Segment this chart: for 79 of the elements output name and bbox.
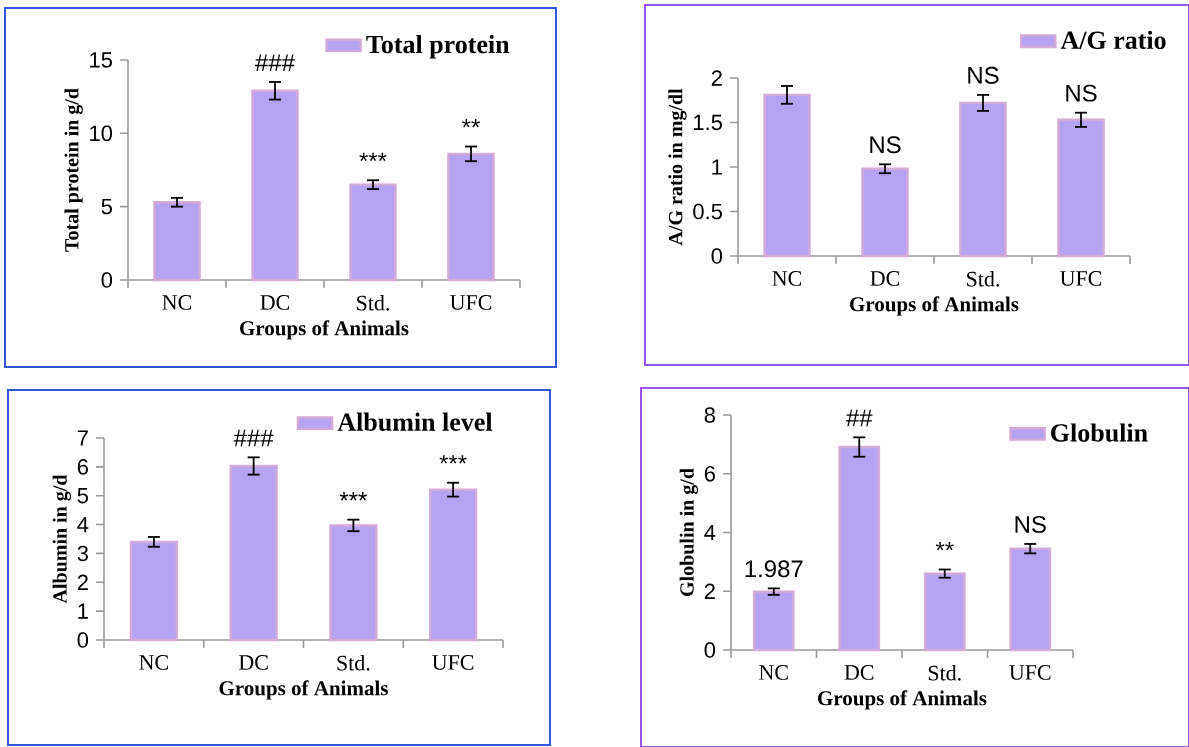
- x-tick-label: UFC: [1009, 665, 1051, 680]
- y-axis-title: A/G ratio in mg/dl: [668, 88, 687, 246]
- y-tick-label: 2: [704, 583, 715, 599]
- annotation: NS: [1015, 515, 1046, 533]
- bar: [428, 488, 478, 642]
- legend-label: Globulin: [1051, 423, 1148, 442]
- y-tick-label: 1.5: [694, 114, 722, 131]
- x-tick-label: NC: [759, 665, 788, 680]
- annotation: ##: [846, 409, 873, 427]
- legend-label: A/G ratio: [1060, 30, 1166, 50]
- y-tick-label: 5: [77, 488, 88, 504]
- bar: [229, 464, 278, 642]
- legend-label: Total protein: [366, 34, 510, 59]
- y-tick-label: 6: [704, 465, 715, 482]
- x-tick-label: UFC: [1060, 271, 1102, 286]
- bar: [153, 201, 201, 282]
- x-tick-label: UFC: [450, 295, 492, 310]
- bar: [763, 93, 811, 258]
- y-tick-label: 5: [101, 198, 112, 215]
- bar: [959, 101, 1007, 258]
- y-tick-label: 2: [711, 70, 722, 86]
- y-tick-label: 6: [77, 459, 88, 475]
- bar: [251, 89, 299, 282]
- x-axis-title: Groups of Animals: [240, 320, 409, 340]
- y-tick-label: 3: [77, 545, 88, 562]
- x-tick-label: Std.: [357, 295, 389, 311]
- x-axis-title: Groups of Animals: [850, 296, 1019, 316]
- annotation: ***: [439, 455, 467, 464]
- x-axis-title: Groups of Animals: [219, 680, 388, 700]
- y-tick-label: 15: [90, 52, 112, 68]
- annotation: ***: [339, 492, 368, 501]
- y-tick-label: 1: [78, 603, 88, 619]
- bar: [923, 572, 966, 652]
- x-tick-label: Std.: [967, 271, 999, 287]
- bar: [349, 183, 397, 282]
- data-label: 1.987: [745, 560, 803, 578]
- y-tick-label: 0: [77, 632, 89, 648]
- bar: [838, 445, 881, 652]
- x-tick-label: DC: [238, 655, 268, 670]
- y-tick-label: 4: [704, 524, 716, 541]
- annotation: NS: [1066, 84, 1097, 102]
- y-axis-title: Albumin in g/d: [52, 474, 71, 604]
- annotation: **: [935, 541, 954, 551]
- bar: [1009, 547, 1052, 652]
- x-tick-label: DC: [870, 271, 900, 286]
- annotation: NS: [968, 66, 999, 84]
- y-tick-label: 1: [712, 159, 722, 175]
- x-tick-label: DC: [844, 665, 874, 680]
- y-axis-title: Total protein in g/d: [64, 88, 83, 252]
- y-tick-label: 7: [77, 430, 88, 446]
- bar: [129, 540, 179, 642]
- x-tick-label: NC: [139, 655, 168, 670]
- annotation: ###: [233, 429, 274, 447]
- y-tick-label: 8: [704, 407, 715, 423]
- y-tick-label: 10: [90, 125, 113, 142]
- bar: [752, 590, 795, 652]
- x-tick-label: NC: [772, 271, 802, 286]
- y-tick-label: 0: [704, 642, 716, 658]
- bar: [861, 167, 909, 258]
- legend-label: Albumin level: [337, 412, 493, 431]
- y-axis-title: Globulin in g/d: [679, 468, 698, 596]
- x-tick-label: Std.: [928, 665, 961, 681]
- y-tick-label: 4: [77, 517, 89, 533]
- x-axis-title: Groups of Animals: [818, 690, 987, 710]
- y-tick-label: 0: [101, 272, 113, 288]
- x-tick-label: UFC: [432, 655, 474, 670]
- y-tick-label: 0: [711, 248, 723, 264]
- annotation: ***: [359, 152, 387, 162]
- bar: [329, 524, 378, 642]
- y-tick-label: 2: [77, 574, 88, 590]
- bar: [1057, 118, 1105, 258]
- annotation: ###: [255, 54, 295, 71]
- annotation: NS: [870, 136, 901, 154]
- y-tick-label: 0.5: [693, 203, 722, 220]
- x-tick-label: DC: [260, 295, 290, 310]
- bar: [447, 152, 495, 282]
- annotation: **: [462, 118, 480, 128]
- x-tick-label: NC: [162, 295, 192, 310]
- x-tick-label: Std.: [337, 655, 370, 671]
